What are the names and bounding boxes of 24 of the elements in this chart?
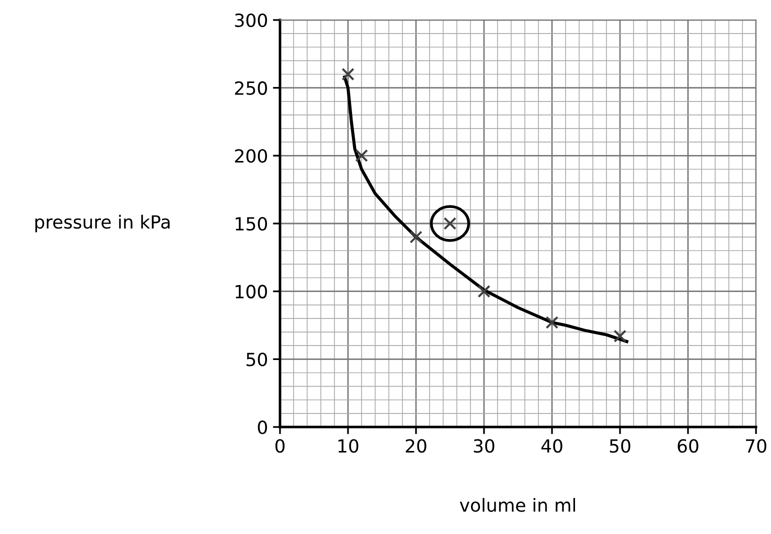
x-tick-label: 0	[275, 439, 285, 453]
y-tick-label: 0	[258, 420, 267, 434]
y-tick-label: 50	[246, 352, 267, 366]
x-tick-label: 20	[406, 439, 426, 453]
y-axis-title: pressure in kPa	[35, 214, 170, 232]
y-tick-label: 250	[235, 81, 267, 95]
y-tick-label: 200	[235, 149, 267, 163]
x-tick-label: 30	[474, 439, 494, 453]
point	[614, 330, 626, 343]
x-tick-label: 50	[610, 439, 630, 453]
x-tick-label: 60	[678, 439, 698, 453]
point	[355, 149, 368, 162]
line-series	[343, 75, 628, 344]
point	[342, 68, 354, 81]
point	[546, 316, 558, 329]
x-tick-label: 70	[746, 439, 766, 453]
y-tick-label: 100	[236, 284, 267, 298]
y-tick-label: 150	[236, 216, 267, 231]
point	[410, 230, 422, 244]
point	[478, 284, 490, 298]
x-tick-label: 10	[338, 439, 358, 453]
y-tick-label: 300	[235, 13, 267, 28]
x-axis-title: volume in ml	[460, 498, 576, 512]
x-tick-label: 40	[541, 439, 562, 453]
